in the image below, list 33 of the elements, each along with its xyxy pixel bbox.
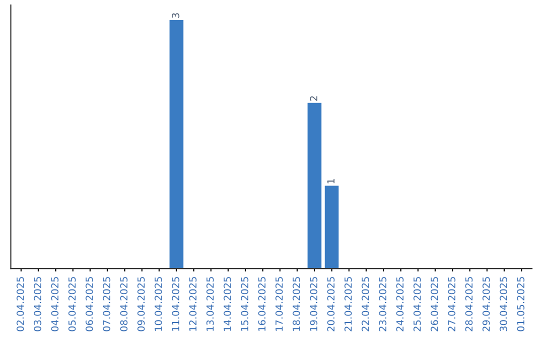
data-label: 2 [310,96,318,101]
x-tick-label: 21.04.2025 [344,277,352,332]
x-tick-label: 15.04.2025 [240,277,248,331]
x-tick-label: 13.04.2025 [206,277,214,331]
x-tick-label: 24.04.2025 [396,277,404,332]
x-tick-label: 14.04.2025 [224,277,232,331]
x-tick-label: 19.04.2025 [310,277,318,331]
x-tick-label: 25.04.2025 [413,277,421,332]
x-tick-label: 02.04.2025 [16,277,24,332]
x-tick-label: 17.04.2025 [275,277,283,331]
x-tick-label: 28.04.2025 [465,277,473,332]
x-tick-label: 26.04.2025 [430,277,438,332]
x-tick-label: 08.04.2025 [120,277,128,332]
data-label: 1 [327,179,334,184]
data-label: 3 [172,13,180,18]
x-tick-label: 20.04.2025 [327,277,335,332]
x-tick-label: 03.04.2025 [34,277,42,332]
x-tick-label: 05.04.2025 [68,277,76,332]
x-tick-label: 11.04.2025 [172,277,180,331]
x-tick-label: 30.04.2025 [500,277,508,332]
x-tick-label: 29.04.2025 [482,277,490,332]
x-tick-label: 12.04.2025 [189,277,197,331]
x-tick-label: 01.05.2025 [517,277,524,332]
x-tick-label: 23.04.2025 [378,277,386,332]
x-tick-label: 06.04.2025 [86,277,93,332]
x-tick-label: 09.04.2025 [137,277,145,332]
x-tick-label: 07.04.2025 [102,277,110,332]
x-tick-label: 16.04.2025 [258,277,266,331]
x-tick-label: 18.04.2025 [292,277,300,331]
x-tick-label: 22.04.2025 [362,277,370,332]
x-tick-label: 10.04.2025 [154,277,162,331]
x-tick-label: 04.04.2025 [51,277,58,332]
x-tick-label: 27.04.2025 [448,277,456,332]
